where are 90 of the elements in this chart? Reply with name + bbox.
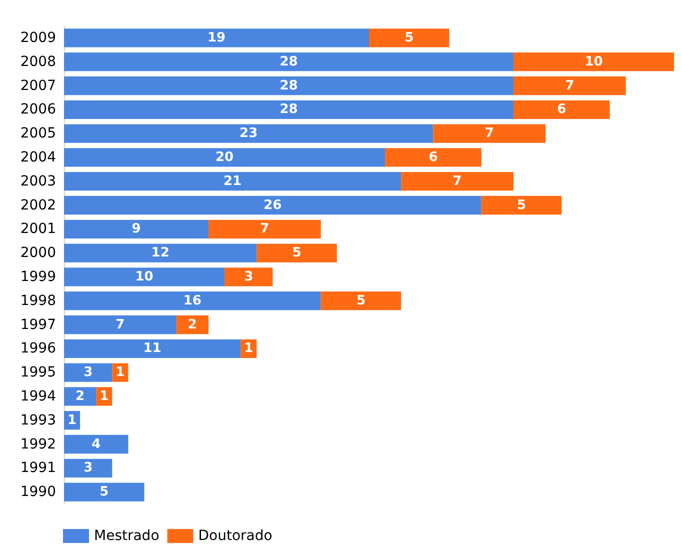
bar — [64, 76, 514, 96]
data-label: 20 — [215, 150, 234, 165]
y-tick-label: 2008 — [20, 54, 56, 70]
legend-label: Mestrado — [94, 528, 160, 544]
data-label: 1 — [244, 341, 254, 356]
bar — [224, 268, 273, 286]
bar — [513, 100, 610, 119]
bar — [64, 387, 96, 406]
bar — [64, 268, 225, 286]
y-tick-label: 1999 — [20, 268, 56, 285]
legend-label: Doutorado — [198, 528, 272, 544]
y-tick-label: 1992 — [20, 436, 56, 452]
data-label: 7 — [484, 126, 494, 142]
bar — [64, 100, 514, 119]
bar — [208, 220, 321, 238]
bar — [64, 52, 514, 72]
bar — [64, 315, 176, 334]
bar — [369, 28, 450, 48]
y-tick-label: 1993 — [20, 412, 56, 428]
data-label: 5 — [292, 246, 302, 261]
bar — [64, 363, 112, 382]
bar — [64, 196, 482, 215]
data-label: 1 — [116, 365, 125, 380]
data-label: 10 — [584, 54, 603, 70]
y-tick-label: 2006 — [20, 102, 56, 118]
data-label: 7 — [260, 222, 270, 237]
data-label: 4 — [92, 436, 101, 452]
data-label: 6 — [428, 150, 438, 165]
y-tick-label: 2003 — [20, 173, 56, 190]
y-tick-label: 2002 — [20, 197, 56, 214]
data-label: 21 — [224, 174, 242, 189]
data-label: 19 — [207, 30, 226, 46]
data-label: 28 — [280, 102, 298, 118]
bar — [481, 196, 562, 215]
data-label: 23 — [240, 126, 258, 142]
data-label: 16 — [183, 293, 202, 308]
y-tick-label: 1998 — [20, 292, 56, 309]
y-tick-label: 1996 — [20, 340, 56, 357]
y-tick-label: 1997 — [20, 316, 56, 333]
bar — [64, 172, 402, 191]
bar — [64, 482, 144, 502]
data-label: 12 — [151, 246, 170, 261]
bar — [320, 292, 402, 310]
bar — [401, 172, 514, 191]
data-label: 3 — [244, 269, 254, 284]
data-label: 10 — [135, 269, 154, 284]
data-label: 7 — [116, 317, 125, 332]
data-label: 28 — [280, 78, 298, 94]
data-label: 11 — [143, 341, 162, 356]
y-tick-label: 2005 — [20, 126, 56, 142]
data-label: 3 — [84, 365, 93, 380]
data-label: 2 — [76, 388, 85, 404]
y-tick-label: 2004 — [20, 149, 56, 166]
data-label: 1 — [100, 388, 109, 404]
bar — [64, 148, 386, 167]
data-label: 5 — [404, 30, 414, 46]
bar — [385, 148, 482, 167]
data-label: 7 — [452, 174, 462, 189]
bar — [64, 28, 369, 48]
bar — [64, 434, 128, 454]
bar — [513, 52, 674, 72]
bar — [64, 339, 241, 358]
y-tick-label: 2009 — [20, 30, 56, 46]
data-label: 6 — [557, 102, 566, 118]
bar — [64, 244, 257, 262]
bar — [64, 220, 208, 238]
y-tick-label: 2001 — [20, 221, 56, 238]
data-label: 3 — [84, 460, 93, 476]
data-label: 5 — [356, 293, 366, 308]
y-tick-label: 1990 — [20, 484, 56, 500]
data-label: 1 — [68, 412, 77, 428]
data-label: 5 — [516, 198, 526, 213]
bar — [513, 76, 626, 96]
bar — [64, 292, 321, 310]
bar — [64, 124, 434, 143]
y-tick-label: 2000 — [20, 245, 56, 262]
y-tick-label: 1991 — [20, 460, 56, 476]
bar — [176, 315, 208, 334]
bar — [256, 244, 337, 262]
y-tick-label: 1995 — [20, 364, 56, 381]
y-tick-label: 1994 — [20, 388, 56, 404]
data-label: 9 — [132, 222, 141, 237]
y-tick-label: 2007 — [20, 78, 56, 94]
data-label: 2 — [188, 317, 197, 332]
data-label: 5 — [100, 484, 109, 500]
data-label: 7 — [565, 78, 574, 94]
data-label: 26 — [264, 198, 282, 213]
bar — [64, 458, 112, 478]
bar — [433, 124, 546, 143]
data-label: 28 — [280, 54, 298, 70]
